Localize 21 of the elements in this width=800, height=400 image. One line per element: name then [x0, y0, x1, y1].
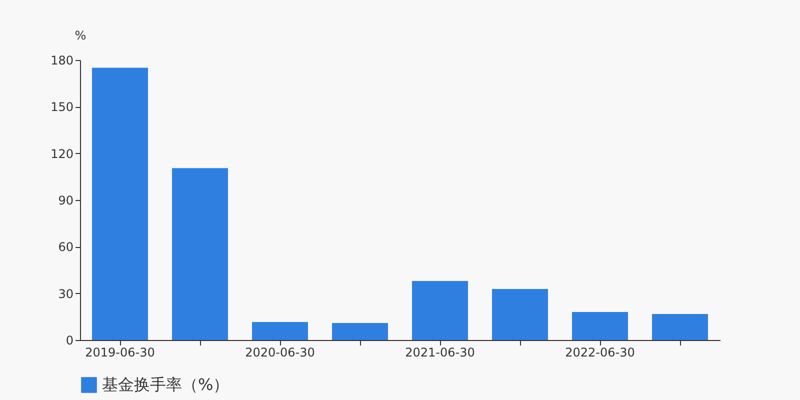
y-tick-label: 30	[58, 286, 74, 301]
bar	[332, 323, 388, 340]
y-tick-label: 90	[58, 194, 74, 208]
x-tick-label: 2021-06-30	[405, 346, 475, 360]
bar	[572, 312, 628, 340]
y-tick-label: 0	[66, 334, 74, 348]
y-axis-title: %	[74, 28, 86, 42]
y-tick-label: 180	[50, 54, 74, 68]
legend-label: 基金换手率（%）	[102, 375, 230, 394]
bar	[92, 68, 148, 340]
y-tick-label: 120	[50, 146, 74, 161]
y-tick-label: 60	[58, 240, 74, 254]
x-tick-label: 2022-06-30	[565, 346, 635, 360]
bar	[172, 168, 228, 340]
bar	[652, 314, 708, 340]
x-tick-label: 2020-06-30	[245, 346, 315, 360]
bar	[252, 322, 308, 340]
bar	[412, 281, 468, 340]
y-tick-label: 150	[50, 100, 74, 114]
bar	[492, 288, 548, 340]
x-tick-label: 2019-06-30	[85, 346, 155, 360]
